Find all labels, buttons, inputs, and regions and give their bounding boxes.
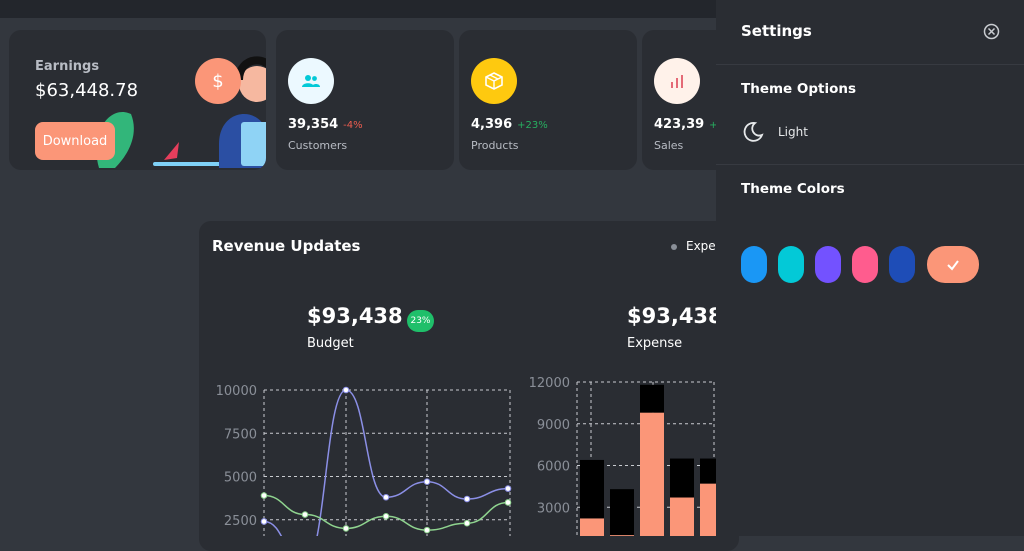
theme-color-swatch[interactable] [852,246,878,283]
stat-value: 39,354 -4% [288,117,363,132]
data-point [423,526,431,534]
theme-color-swatch[interactable] [778,246,804,283]
theme-option-label: Light [778,125,808,139]
stat-card-products: 4,396 +23% Products [459,30,637,170]
bar-segment [670,458,694,498]
budget-value: $93,438 [307,304,403,328]
revenue-title: Revenue Updates [212,237,361,255]
data-point [260,518,268,525]
bar-segment [580,459,604,519]
bar-segment [610,489,634,536]
data-point [342,525,350,532]
theme-color-swatch[interactable] [741,246,767,283]
y-tick-label: 9000 [537,418,570,433]
close-icon[interactable] [983,23,1000,40]
data-point [504,499,512,506]
customers-icon[interactable] [288,58,334,104]
bar-chart: 12000 9000 6000 3000 [529,376,720,536]
dollar-icon[interactable]: $ [195,58,241,104]
earnings-label: Earnings [35,59,100,74]
divider [716,164,1024,165]
stat-label: Sales [654,139,684,152]
stat-label: Products [471,139,519,152]
stat-label: Customers [288,139,348,152]
data-point [382,512,390,520]
settings-panel: Settings Theme Options Light Theme Color… [716,0,1024,536]
settings-title: Settings [741,22,812,40]
bar-segment [580,518,604,536]
data-point [423,478,431,485]
theme-options-title: Theme Options [741,81,857,97]
bar-segment [700,483,720,536]
data-point [260,492,268,499]
download-button[interactable]: Download [35,122,115,160]
data-point [463,495,471,503]
data-point [463,519,471,527]
data-point [382,493,390,501]
check-icon [947,259,959,271]
bar-segment [640,384,664,413]
earnings-card: Earnings $63,448.78 $ Download [9,30,266,170]
bar-segment [700,458,720,484]
y-tick-label: 6000 [537,460,570,475]
stat-change: -4% [343,120,363,131]
line-chart: 10000 7500 5000 2500 [216,384,512,536]
stat-value: 4,396 +23% [471,117,548,132]
bar-segment [670,497,694,536]
moon-icon [743,122,764,142]
theme-color-swatch[interactable] [815,246,841,283]
y-tick-label: 12000 [529,376,570,391]
theme-color-swatch-selected[interactable] [927,246,979,283]
theme-colors-title: Theme Colors [741,181,845,197]
box-icon[interactable] [471,58,517,104]
data-point [301,511,309,518]
data-point [504,485,512,492]
theme-color-swatch[interactable] [889,246,915,283]
expense-label: Expense [627,336,683,351]
budget-badge: 23% [407,310,434,332]
earnings-value: $63,448.78 [35,80,139,101]
y-tick-label: 7500 [224,427,257,442]
legend-dot [671,243,677,250]
data-point [342,386,350,394]
series-line [263,389,509,536]
y-tick-label: 10000 [216,384,257,399]
y-tick-label: 2500 [224,514,257,529]
bar-segment [640,412,664,536]
stat-card-customers: 39,354 -4% Customers [276,30,454,170]
expense-value: $93,438 [627,304,723,328]
theme-option-light[interactable]: Light [741,120,808,144]
y-tick-label: 3000 [537,501,570,516]
stat-change: +23% [517,120,548,131]
y-tick-label: 5000 [224,471,257,486]
divider [716,64,1024,65]
bar-chart-icon[interactable] [654,58,700,104]
budget-label: Budget [307,336,354,351]
